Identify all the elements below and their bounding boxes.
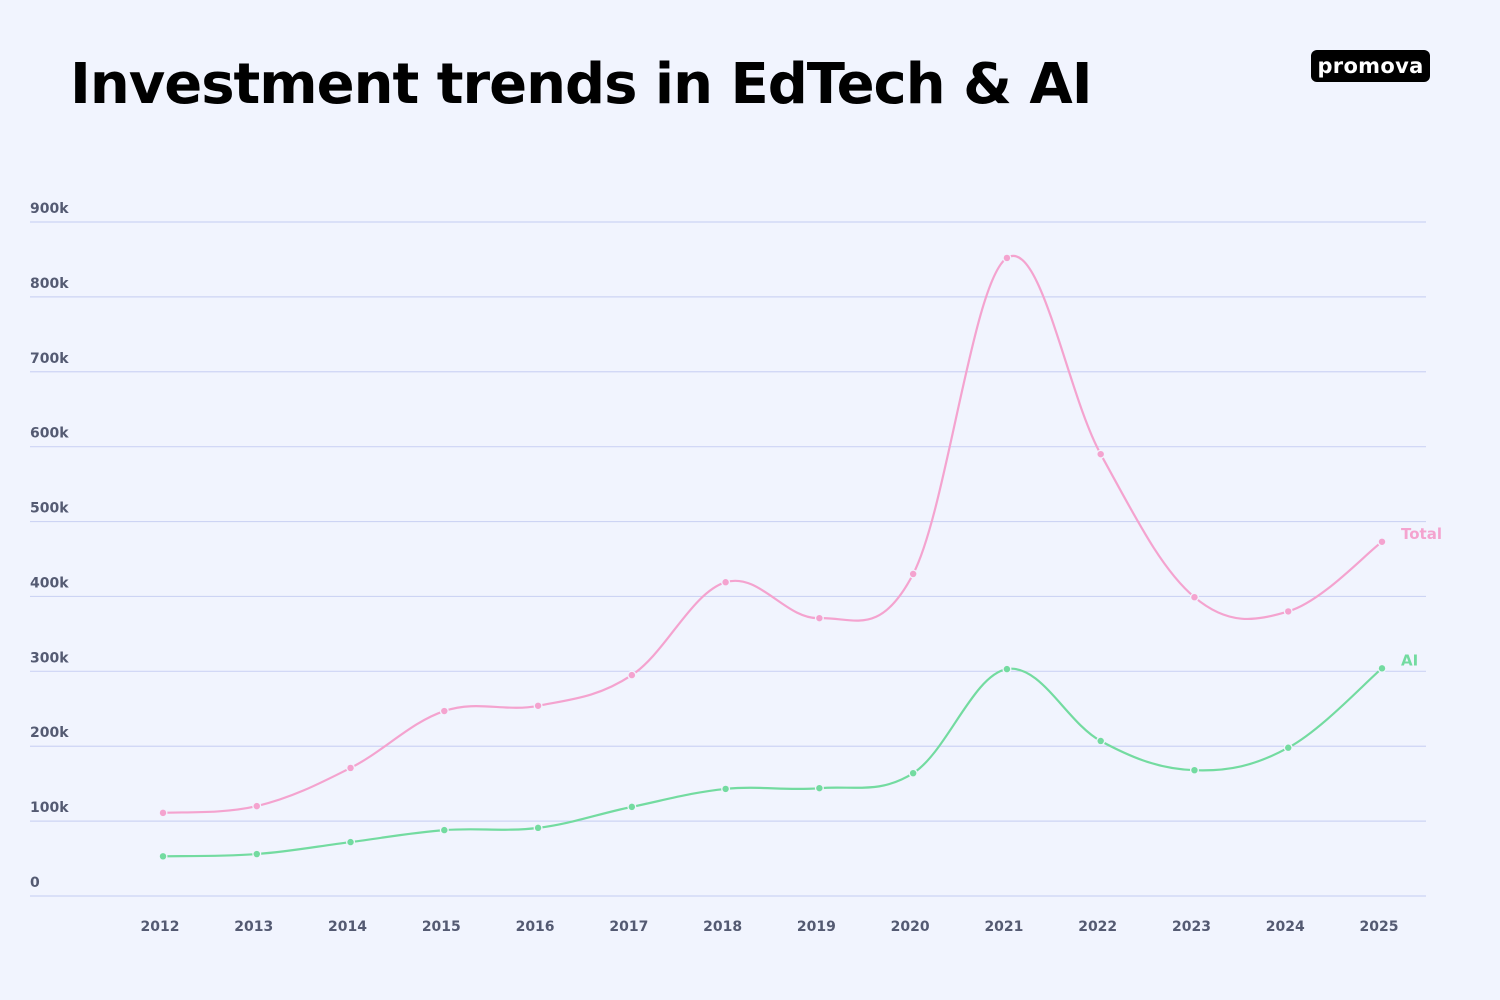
x-tick-label: 2024 xyxy=(1266,919,1305,935)
y-axis-labels: 0 100k 200k 300k 400k 500k 600k 700k 800k 900k xyxy=(30,201,69,891)
data-point-ai[interactable] xyxy=(534,824,542,832)
y-tick-label: 500k xyxy=(30,501,69,517)
x-tick-label: 2013 xyxy=(234,919,273,935)
series-labels: Total AI xyxy=(1401,525,1442,670)
x-tick-label: 2021 xyxy=(984,919,1023,935)
y-tick-label: 100k xyxy=(30,800,69,816)
data-point-total[interactable] xyxy=(1378,538,1386,545)
x-tick-label: 2023 xyxy=(1172,919,1211,935)
x-tick-label: 2017 xyxy=(609,919,648,935)
data-point-total[interactable] xyxy=(253,802,260,810)
data-point-ai[interactable] xyxy=(909,769,917,777)
y-tick-label: 400k xyxy=(30,575,69,591)
x-tick-label: 2025 xyxy=(1360,919,1399,935)
y-tick-label: 700k xyxy=(30,351,69,367)
data-point-total[interactable] xyxy=(909,570,917,578)
promova-logo: promova xyxy=(1311,50,1430,82)
data-point-ai[interactable] xyxy=(1378,665,1386,672)
chart-title: Investment trends in EdTech & AI xyxy=(70,52,1093,117)
data-point-total[interactable] xyxy=(1097,450,1104,458)
data-point-total[interactable] xyxy=(1285,608,1292,615)
data-point-total[interactable] xyxy=(347,764,354,772)
data-point-ai[interactable] xyxy=(1285,744,1292,751)
x-tick-label: 2015 xyxy=(422,919,461,935)
y-tick-label: 0 xyxy=(30,875,40,891)
series-label-ai: AI xyxy=(1401,651,1418,669)
x-tick-label: 2014 xyxy=(328,919,367,935)
x-tick-label: 2022 xyxy=(1078,919,1117,935)
series-line-ai xyxy=(162,667,1383,858)
data-point-ai[interactable] xyxy=(628,803,636,811)
data-point-ai[interactable] xyxy=(1003,665,1011,673)
x-tick-label: 2012 xyxy=(141,919,180,935)
data-point-total[interactable] xyxy=(441,707,448,715)
x-tick-label: 2020 xyxy=(891,919,930,935)
y-tick-label: 900k xyxy=(30,201,69,217)
x-tick-label: 2018 xyxy=(703,919,742,935)
data-point-ai[interactable] xyxy=(816,784,823,792)
y-tick-label: 600k xyxy=(30,426,69,442)
x-axis-labels: 2012 2013 2014 2015 2016 2017 2018 2019 2020 2021… xyxy=(141,919,1399,935)
data-point-ai[interactable] xyxy=(1097,737,1104,745)
data-point-total[interactable] xyxy=(534,702,542,709)
data-point-ai[interactable] xyxy=(253,850,260,858)
y-tick-label: 800k xyxy=(30,276,69,292)
data-point-total[interactable] xyxy=(628,671,636,679)
data-point-ai[interactable] xyxy=(159,853,167,860)
data-point-total[interactable] xyxy=(816,614,823,622)
gridlines xyxy=(30,221,1426,897)
series-lines xyxy=(162,254,1383,858)
x-tick-label: 2016 xyxy=(516,919,555,935)
data-point-ai[interactable] xyxy=(441,826,448,834)
series-label-total: Total xyxy=(1401,525,1442,543)
series-markers xyxy=(158,253,1387,861)
y-tick-label: 200k xyxy=(30,725,69,741)
series-line-total xyxy=(162,254,1383,814)
data-point-total[interactable] xyxy=(1003,254,1011,262)
data-point-ai[interactable] xyxy=(1191,766,1198,774)
data-point-total[interactable] xyxy=(159,809,167,817)
data-point-ai[interactable] xyxy=(722,785,729,793)
x-tick-label: 2019 xyxy=(797,919,836,935)
data-point-ai[interactable] xyxy=(347,838,354,846)
y-tick-label: 300k xyxy=(30,650,69,666)
data-point-total[interactable] xyxy=(1191,593,1198,601)
data-point-total[interactable] xyxy=(722,579,729,586)
